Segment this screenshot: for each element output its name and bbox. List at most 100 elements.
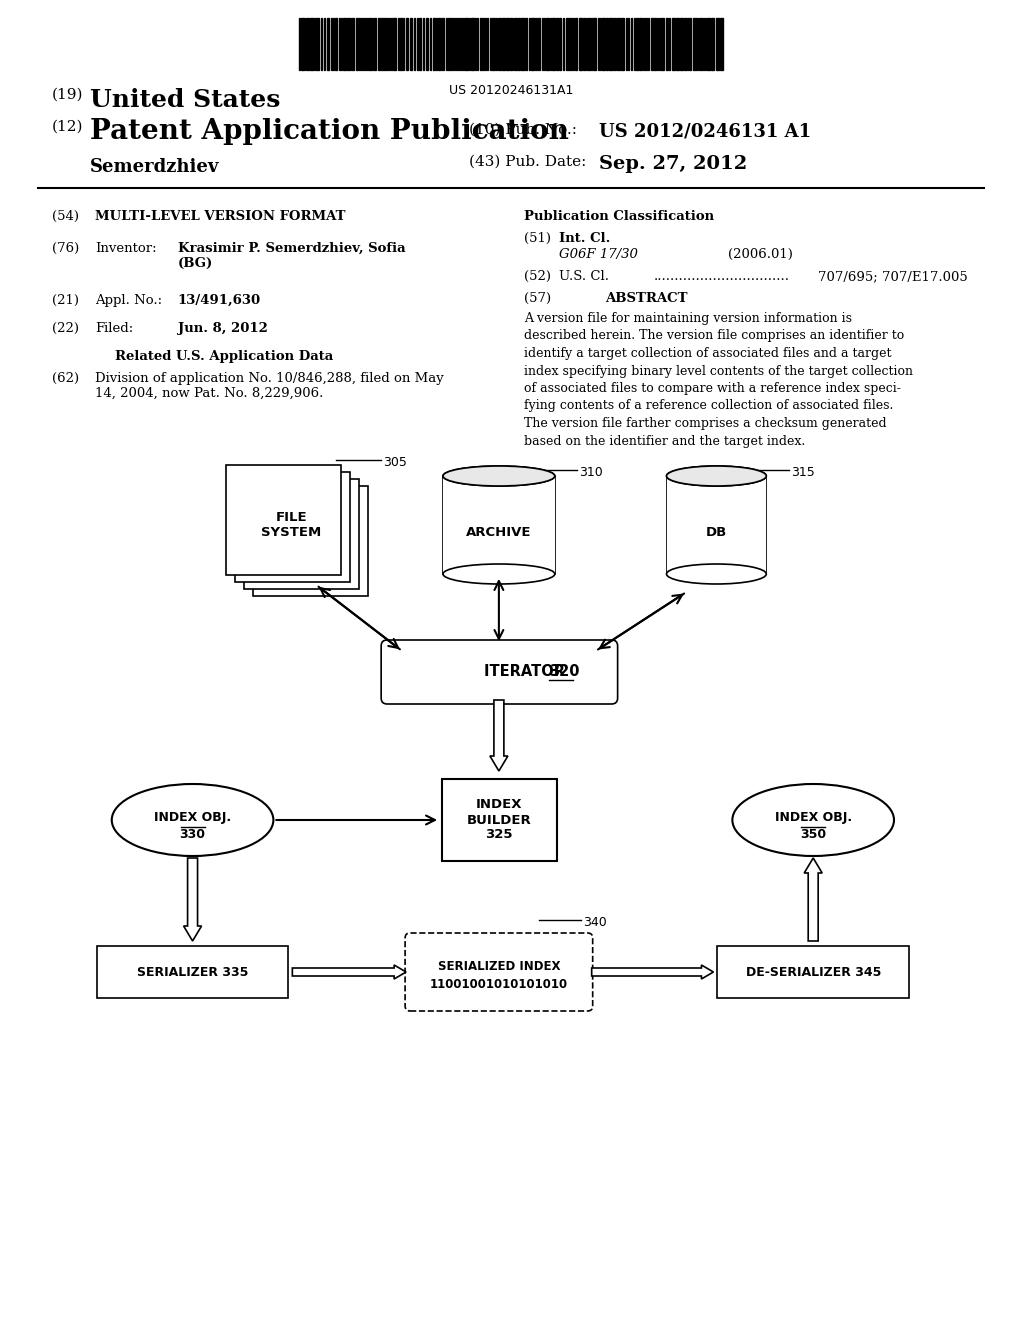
Text: (54): (54): [52, 210, 79, 223]
Bar: [660, 18, 664, 70]
FancyArrow shape: [592, 965, 714, 979]
Text: (76): (76): [52, 242, 79, 255]
Bar: [433, 18, 435, 70]
Bar: [639, 18, 641, 70]
Bar: [525, 18, 526, 70]
Bar: [574, 18, 577, 70]
Bar: [335, 18, 337, 70]
Bar: [374, 18, 376, 70]
Text: 13/491,630: 13/491,630: [177, 294, 261, 308]
Text: Appl. No.:: Appl. No.:: [95, 294, 162, 308]
Text: Inventor:: Inventor:: [95, 242, 157, 255]
Text: SERIALIZED INDEX: SERIALIZED INDEX: [437, 961, 560, 974]
Text: MULTI-LEVEL VERSION FORMAT: MULTI-LEVEL VERSION FORMAT: [95, 210, 345, 223]
Bar: [471, 18, 474, 70]
Bar: [621, 18, 624, 70]
Bar: [693, 18, 695, 70]
Bar: [559, 18, 561, 70]
Bar: [253, 486, 369, 597]
Bar: [410, 18, 412, 70]
FancyBboxPatch shape: [718, 946, 909, 998]
FancyArrow shape: [183, 858, 202, 941]
Bar: [343, 18, 346, 70]
Text: US 20120246131A1: US 20120246131A1: [449, 84, 573, 96]
Bar: [378, 18, 380, 70]
Text: (2006.01): (2006.01): [728, 248, 794, 261]
Text: (52): (52): [524, 271, 551, 282]
Bar: [608, 18, 611, 70]
Text: Jun. 8, 2012: Jun. 8, 2012: [177, 322, 267, 335]
Text: Related U.S. Application Data: Related U.S. Application Data: [115, 350, 333, 363]
Text: SERIALIZER 335: SERIALIZER 335: [137, 965, 248, 978]
Text: (51): (51): [524, 232, 551, 246]
Text: US 2012/0246131 A1: US 2012/0246131 A1: [599, 123, 811, 141]
Bar: [689, 18, 691, 70]
Text: United States: United States: [90, 88, 281, 112]
Bar: [449, 18, 450, 70]
Bar: [384, 18, 386, 70]
Text: 340: 340: [583, 916, 606, 929]
Bar: [712, 18, 715, 70]
Ellipse shape: [667, 466, 766, 486]
Text: (10) Pub. No.:: (10) Pub. No.:: [469, 123, 577, 137]
Bar: [400, 18, 402, 70]
FancyBboxPatch shape: [97, 946, 289, 998]
Bar: [530, 18, 534, 70]
Text: DE-SERIALIZER 345: DE-SERIALIZER 345: [745, 965, 881, 978]
Bar: [301, 18, 304, 70]
Bar: [419, 18, 421, 70]
Text: Patent Application Publication: Patent Application Publication: [90, 117, 568, 145]
Bar: [510, 18, 512, 70]
Bar: [515, 18, 517, 70]
Ellipse shape: [112, 784, 273, 855]
Bar: [602, 18, 604, 70]
Bar: [356, 18, 358, 70]
Bar: [567, 18, 569, 70]
Text: (12): (12): [52, 120, 83, 135]
Bar: [636, 18, 638, 70]
Text: (22): (22): [52, 322, 79, 335]
Bar: [426, 18, 428, 70]
FancyArrow shape: [489, 700, 508, 771]
Bar: [502, 18, 505, 70]
Ellipse shape: [443, 466, 555, 486]
Text: (21): (21): [52, 294, 79, 308]
Bar: [605, 18, 607, 70]
Bar: [677, 18, 680, 70]
Text: A version file for maintaining version information is
described herein. The vers: A version file for maintaining version i…: [524, 312, 912, 447]
Text: 11001001010101010: 11001001010101010: [430, 978, 568, 990]
Bar: [492, 18, 494, 70]
Bar: [684, 18, 686, 70]
Bar: [307, 18, 309, 70]
FancyArrow shape: [804, 858, 822, 941]
Bar: [236, 473, 350, 582]
FancyArrow shape: [292, 965, 407, 979]
Text: U.S. Cl.: U.S. Cl.: [559, 271, 608, 282]
Text: 310: 310: [579, 466, 602, 479]
Text: FILE
SYSTEM: FILE SYSTEM: [261, 511, 322, 539]
Bar: [721, 18, 723, 70]
Text: 330: 330: [179, 828, 206, 841]
Text: (57): (57): [524, 292, 551, 305]
Text: 315: 315: [792, 466, 815, 479]
Bar: [438, 18, 440, 70]
Bar: [245, 479, 359, 589]
Text: G06F 17/30: G06F 17/30: [559, 248, 638, 261]
Ellipse shape: [732, 784, 894, 855]
Ellipse shape: [667, 466, 766, 486]
FancyBboxPatch shape: [442, 779, 557, 861]
Text: ABSTRACT: ABSTRACT: [605, 292, 688, 305]
Text: (43) Pub. Date:: (43) Pub. Date:: [469, 154, 587, 169]
Text: ITERATOR: ITERATOR: [484, 664, 570, 680]
Bar: [552, 18, 555, 70]
Bar: [708, 18, 711, 70]
Text: Sep. 27, 2012: Sep. 27, 2012: [599, 154, 746, 173]
Text: INDEX OBJ.: INDEX OBJ.: [154, 812, 231, 825]
Text: INDEX OBJ.: INDEX OBJ.: [774, 812, 852, 825]
Text: (62): (62): [52, 372, 79, 385]
Text: Int. Cl.: Int. Cl.: [559, 232, 610, 246]
Text: DB: DB: [706, 527, 727, 540]
Ellipse shape: [443, 466, 555, 486]
Bar: [393, 18, 396, 70]
Text: 305: 305: [383, 457, 407, 470]
